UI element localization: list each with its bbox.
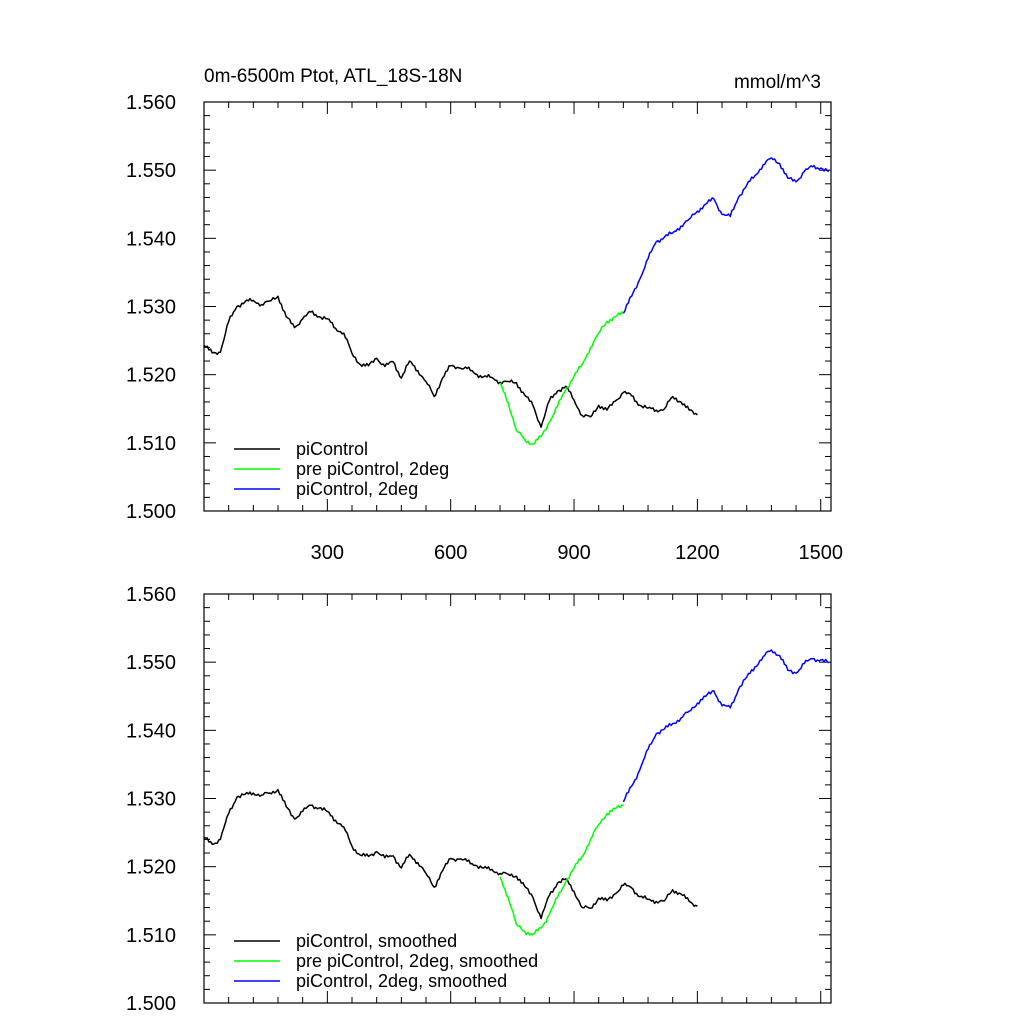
- x-tick-label: 600: [434, 542, 467, 564]
- y-tick-label: 1.530: [126, 789, 176, 811]
- series-line-1: [203, 295, 698, 428]
- chart-panel-1: 300 600 900 1200 1500 1.500 1.510 1.520 1.530 1.5…: [126, 66, 843, 564]
- y-tick-label: 1.540: [126, 228, 176, 250]
- legend-label: piControl: [296, 439, 368, 459]
- y-tick-label: 1.550: [126, 652, 176, 674]
- y-tick-label: 1.560: [126, 584, 176, 606]
- x-tick-label: 300: [311, 542, 344, 564]
- legend-label: piControl, smoothed: [296, 931, 457, 951]
- y-tick-label: 1.540: [126, 720, 176, 742]
- legend-label: pre piControl, 2deg: [296, 459, 449, 479]
- x-tick-label: 900: [557, 542, 590, 564]
- chart-title: 0m-6500m Ptot, ATL_18S-18N: [204, 66, 462, 87]
- y-tick-label: 1.520: [126, 365, 176, 387]
- y-tick-label: 1.500: [126, 501, 176, 523]
- y-tick-label: 1.550: [126, 160, 176, 182]
- series-line-2: [499, 804, 624, 936]
- y-tick-label: 1.560: [126, 92, 176, 114]
- x-tick-label: 1200: [675, 542, 720, 564]
- y-tick-label: 1.510: [126, 925, 176, 947]
- y-tick-label: 1.520: [126, 857, 176, 879]
- y-tick-label: 1.510: [126, 433, 176, 455]
- x-tick-label: 1500: [798, 542, 843, 564]
- series-line-3: [622, 157, 830, 314]
- series-line-2: [499, 311, 624, 446]
- chart-panel-2: 1.500 1.510 1.520 1.530 1.540 1.550 1.560 piCon…: [126, 584, 832, 1015]
- series-line-3: [622, 649, 830, 803]
- series-line-1: [203, 788, 698, 920]
- legend-label: pre piControl, 2deg, smoothed: [296, 951, 538, 971]
- units-label: mmol/m^3: [734, 72, 821, 93]
- legend-label: piControl, 2deg, smoothed: [296, 971, 507, 991]
- y-tick-label: 1.530: [126, 297, 176, 319]
- y-tick-label: 1.500: [126, 993, 176, 1015]
- legend-label: piControl, 2deg: [296, 479, 418, 499]
